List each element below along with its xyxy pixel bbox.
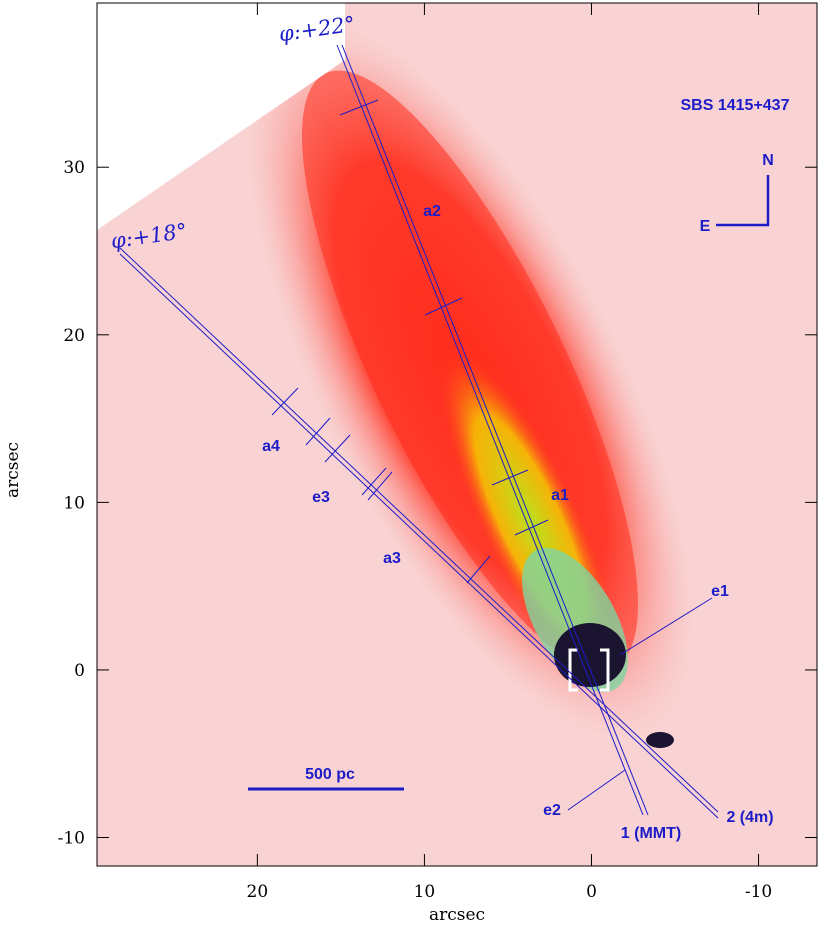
scale-bar-label: 500 pc: [305, 766, 355, 783]
y-tick-label: -10: [58, 829, 85, 849]
annotation: e1: [711, 583, 729, 600]
slits: [119, 44, 719, 819]
y-tick-label: 0: [74, 661, 85, 681]
annotation: e3: [312, 489, 330, 506]
annotation: a4: [262, 438, 280, 455]
annotation: a2: [423, 203, 441, 220]
annotation: a3: [383, 550, 401, 567]
compass-e: E: [700, 218, 711, 235]
image: [97, 3, 817, 866]
y-tick-label: 10: [63, 493, 85, 513]
plot-frame: [96, 2, 818, 867]
x-tick-label: -10: [745, 882, 772, 902]
y-tick-label: 30: [63, 158, 85, 178]
y-axis-label: arcsec: [3, 442, 23, 498]
compass: [716, 175, 770, 227]
annotation: e2: [543, 802, 561, 819]
object-name: SBS 1415+437: [681, 97, 790, 114]
annotation: a1: [551, 487, 569, 504]
annotation: 2 (4m): [726, 809, 773, 826]
x-tick-label: 0: [586, 882, 597, 902]
compass-n: N: [762, 152, 774, 169]
y-tick-label: 20: [63, 326, 85, 346]
x-tick-label: 10: [414, 882, 436, 902]
annotation: 1 (MMT): [621, 825, 681, 842]
x-tick-label: 20: [247, 882, 269, 902]
x-axis-label: arcsec: [429, 905, 485, 925]
